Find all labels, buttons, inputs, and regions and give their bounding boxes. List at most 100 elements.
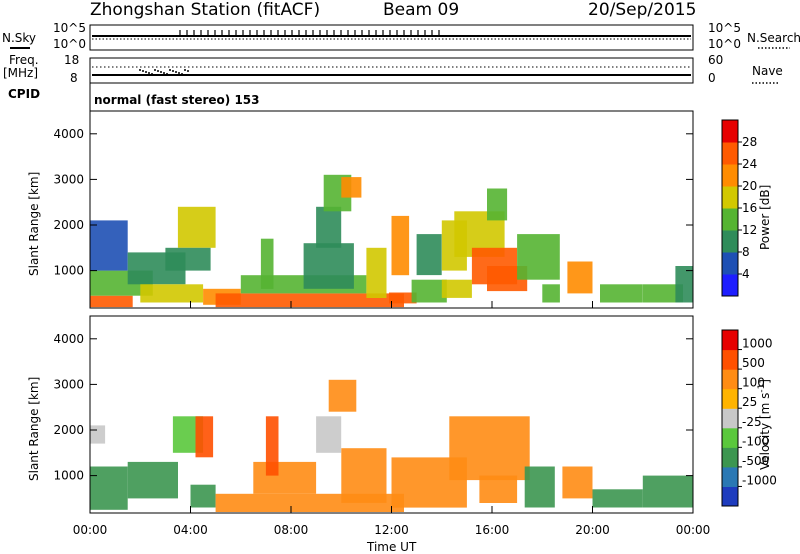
velocity-colorbar-label-sup: -1 <box>757 384 767 393</box>
colorbar-tick-label: 24 <box>742 157 757 171</box>
noise-panel <box>89 24 694 51</box>
x-tick-label: 16:00 <box>475 523 510 537</box>
nave-dot <box>160 71 162 73</box>
data-cell <box>90 220 128 271</box>
data-cell <box>177 206 216 248</box>
data-cell <box>562 466 593 499</box>
colorbar-segment <box>722 208 738 231</box>
y-tick-label: 4000 <box>53 332 84 346</box>
nave-dot <box>139 69 141 71</box>
nave-dot <box>157 70 159 72</box>
data-cell <box>600 284 643 303</box>
data-cell <box>642 284 683 303</box>
power-colorbar: 4 8 12 16 20 24 28 <box>721 119 757 297</box>
data-cell <box>487 188 508 221</box>
y-tick-label: 2000 <box>53 218 84 232</box>
freq-unit: [MHz] <box>3 66 38 80</box>
data-cell <box>260 238 274 289</box>
data-cell <box>542 284 560 303</box>
data-cell <box>391 215 410 276</box>
nave-tick-bottom: 0 <box>708 71 716 85</box>
power-ylabel: Slant Range [km] <box>27 172 41 276</box>
nave-dot <box>142 70 144 72</box>
data-cell <box>328 379 357 412</box>
data-cell <box>90 425 106 444</box>
noise-tick-right-bottom: 10^0 <box>708 37 741 51</box>
data-cell <box>479 475 518 503</box>
colorbar-segment <box>722 274 738 297</box>
x-tick-label: 20:00 <box>575 523 610 537</box>
data-cell <box>567 261 593 294</box>
noise-trace <box>92 30 691 40</box>
data-cell <box>90 295 133 308</box>
data-cell <box>215 293 404 308</box>
data-cell <box>449 416 530 481</box>
noise-tick-left-bottom: 10^0 <box>53 37 86 51</box>
nave-dot <box>184 69 186 71</box>
freq-tick-top: 18 <box>64 53 79 67</box>
velocity-colorbar-label-text: Velocity [m s <box>758 393 772 470</box>
data-cell <box>592 489 643 508</box>
colorbar-tick-label: 25 <box>742 395 757 409</box>
colorbar-segment <box>722 466 738 487</box>
x-tick-label: 12:00 <box>374 523 409 537</box>
nave-dot <box>151 73 153 75</box>
nave-dot <box>148 72 150 74</box>
colorbar-tick-label: 16 <box>742 201 757 215</box>
colorbar-tick-label: 100 <box>742 376 765 390</box>
data-cell <box>675 266 693 303</box>
nave-dot <box>169 69 171 71</box>
data-cell <box>253 461 317 494</box>
nave-dot <box>175 71 177 73</box>
data-cell <box>441 279 472 298</box>
x-tick-label: 04:00 <box>173 523 208 537</box>
nave-dot <box>154 69 156 71</box>
data-cell <box>90 466 128 510</box>
data-cell <box>389 292 417 304</box>
colorbar-tick-label: 28 <box>742 135 757 149</box>
noise-tick-left-top: 10^5 <box>53 21 86 35</box>
beam-label: Beam 09 <box>383 0 459 20</box>
colorbar-segment <box>722 349 738 370</box>
colorbar-segment <box>722 408 738 429</box>
data-cell <box>140 284 204 303</box>
noise-tick-right-top: 10^5 <box>708 21 741 35</box>
freq-panel <box>89 57 694 84</box>
nave-dot <box>172 70 174 72</box>
y-tick-label: 3000 <box>53 377 84 391</box>
velocity-colorbar: 1000 500 100 25 -25 -100 -500 -1000 <box>721 329 777 507</box>
nave-dot <box>166 73 168 75</box>
nave-dot <box>187 70 189 72</box>
freq-label: Freq. <box>9 53 39 67</box>
cpid-text: normal (fast stereo) 153 <box>94 93 260 107</box>
freq-tick-bottom: 8 <box>70 71 78 85</box>
x-tick-label: 00:00 <box>676 523 711 537</box>
nave-label: Nave <box>752 64 783 78</box>
colorbar-segment <box>722 252 738 275</box>
nave-dot <box>181 73 183 75</box>
data-cell <box>416 234 442 276</box>
data-cell <box>411 279 447 303</box>
colorbar-tick-label: -100 <box>742 434 769 448</box>
colorbar-segment <box>722 230 738 253</box>
data-cell <box>165 247 211 271</box>
colorbar-segment <box>722 330 738 351</box>
colorbar-segment <box>722 369 738 390</box>
nave-dot <box>163 72 165 74</box>
nave-tick-top: 60 <box>708 53 723 67</box>
y-tick-label: 1000 <box>53 264 84 278</box>
nsearch-label: N.Search <box>747 31 800 45</box>
colorbar-segment <box>722 186 738 209</box>
data-cell <box>316 206 342 248</box>
colorbar-tick-label: -1000 <box>742 473 777 487</box>
power-panel <box>90 174 693 308</box>
colorbar-segment <box>722 447 738 468</box>
colorbar-tick-label: 8 <box>742 245 750 259</box>
data-cell <box>642 475 694 508</box>
data-cell <box>265 416 279 476</box>
colorbar-tick-label: 4 <box>742 267 750 281</box>
y-tick-label: 2000 <box>53 423 84 437</box>
velocity-colorbar-label: Velocity [m s-1] <box>757 379 772 470</box>
date-label: 20/Sep/2015 <box>588 0 696 20</box>
